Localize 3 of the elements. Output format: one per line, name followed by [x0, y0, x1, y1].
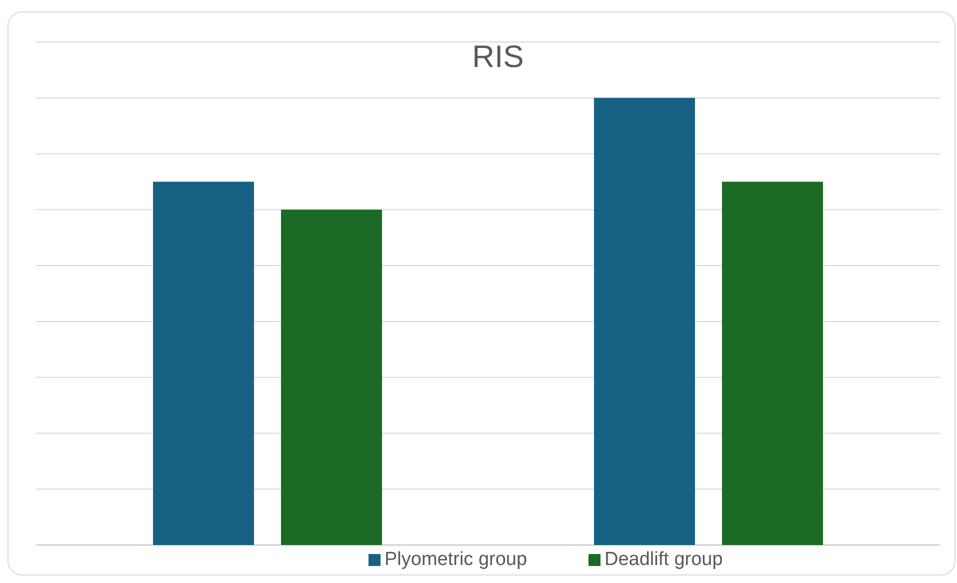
legend-label: Plyometric group [384, 549, 528, 570]
legend-label: Deadlift group [604, 549, 723, 570]
chart-title: RIS [472, 39, 524, 74]
